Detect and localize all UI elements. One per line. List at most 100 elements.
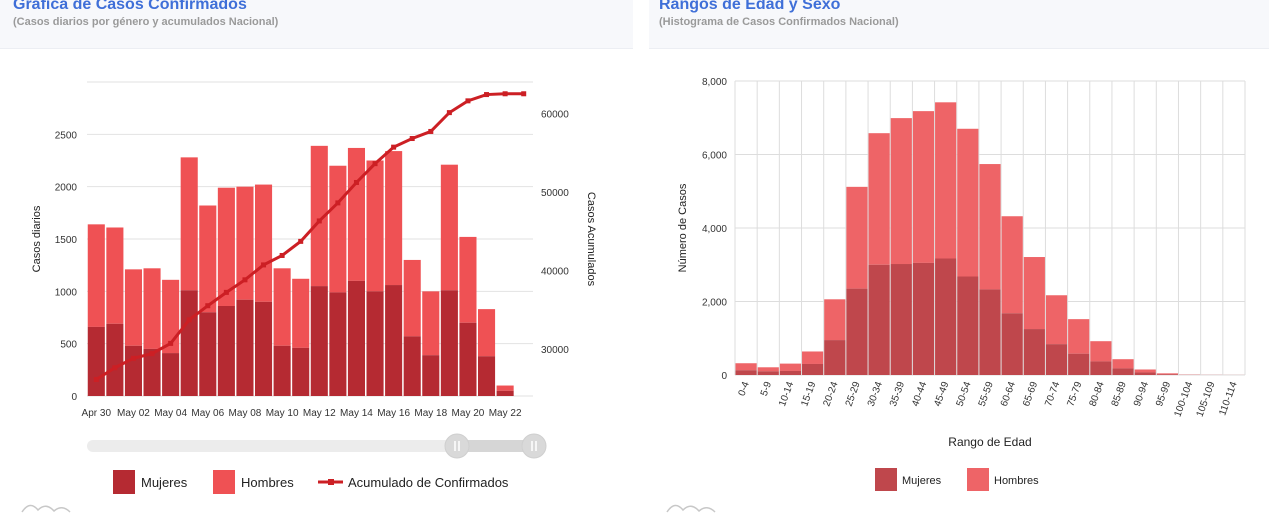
y-right-axis-title: Casos Acumulados (585, 192, 597, 287)
panel-title: Gráfica de Casos Confirmados (13, 0, 247, 13)
cumulative-point (186, 317, 192, 323)
bar-mujeres (779, 370, 802, 375)
bar-mujeres (1023, 329, 1045, 375)
x-tick-label: May 04 (154, 408, 187, 419)
bar-hombres (310, 145, 328, 287)
cumulative-point (409, 136, 415, 142)
cumulative-point (372, 161, 378, 167)
x-tick-label: May 02 (117, 408, 150, 419)
x-tick-label: 15-19 (799, 380, 818, 408)
y-axis-title: Casos diarios (31, 205, 43, 272)
range-slider-handle[interactable] (521, 433, 547, 459)
y-tick-label: 0 (721, 371, 727, 382)
panel-header: Rangos de Edad y Sexo (Histograma de Cas… (649, 0, 1269, 49)
legend-item[interactable]: Hombres (213, 470, 294, 494)
cumulative-point (112, 365, 118, 371)
x-tick-label: 10-14 (777, 380, 796, 408)
legend-item[interactable]: Mujeres (875, 468, 942, 491)
x-tick-label: 20-24 (822, 380, 841, 408)
age-histogram-chart: 0 2,000 4,000 6,000 8,000 0-4 5-9 10-14 15-19 20-… (677, 77, 1246, 491)
bar-mujeres (255, 301, 273, 396)
y-tick-label: 0 (71, 392, 77, 403)
bar-hombres (255, 184, 273, 302)
bar-mujeres (957, 276, 979, 375)
y-tick-label: 2000 (55, 183, 78, 194)
bar-mujeres (366, 291, 384, 396)
range-slider-handle[interactable] (444, 433, 470, 459)
bar-hombres (957, 128, 979, 277)
cumulative-line (95, 92, 524, 381)
x-tick-label: 25-29 (844, 380, 863, 408)
cumulative-point (484, 92, 490, 98)
age-histogram-panel: Rangos de Edad y Sexo (Histograma de Cas… (649, 0, 1269, 514)
x-tick-label: May 14 (340, 408, 373, 419)
cumulative-point (279, 252, 285, 258)
bar-hombres (459, 236, 477, 323)
bar-hombres (217, 187, 235, 306)
bar-mujeres (403, 336, 421, 396)
bar-hombres (824, 299, 846, 341)
bar-hombres (162, 279, 180, 354)
bar-hombres (366, 160, 384, 292)
bar-hombres (403, 259, 421, 337)
bar-mujeres (1045, 344, 1068, 375)
x-tick-label: Apr 30 (82, 408, 112, 419)
bar-hombres (180, 157, 198, 291)
x-tick-label: 75-79 (1065, 380, 1084, 408)
bar-hombres (143, 268, 161, 349)
bar-hombres (757, 367, 779, 372)
legend-swatch (875, 468, 897, 491)
x-tick-label: 60-64 (999, 380, 1018, 408)
x-tick-label: May 08 (229, 408, 262, 419)
cumulative-point (93, 377, 99, 383)
cumulative-point (316, 218, 322, 224)
bar-mujeres (87, 326, 105, 396)
cumulative-point (223, 289, 229, 295)
bar-mujeres (1156, 374, 1178, 375)
panel-subtitle: (Histograma de Casos Confirmados Naciona… (659, 16, 899, 28)
bar-hombres (1134, 369, 1156, 373)
bar-hombres (979, 164, 1001, 290)
bar-hombres (87, 224, 105, 327)
footer-logo-icon (21, 504, 71, 513)
legend-item[interactable]: Acumulado de Confirmados (318, 475, 509, 490)
daily-cases-chart: 0 500 1000 1500 2000 2500 30000 40000 50000 60000… (31, 81, 597, 494)
bar-mujeres (1068, 353, 1090, 375)
x-tick-label: 30-34 (866, 380, 885, 408)
cumulative-point (242, 277, 248, 283)
bar-mujeres (217, 305, 235, 396)
legend-item[interactable]: Hombres (967, 468, 1039, 491)
bar-hombres (385, 151, 403, 286)
legend-label: Mujeres (902, 475, 942, 487)
y-right-tick-label: 30000 (541, 345, 569, 356)
range-slider-track (87, 440, 545, 452)
bar-hombres (106, 227, 124, 324)
bar-mujeres (440, 290, 458, 396)
x-tick-label: 55-59 (977, 380, 996, 408)
bar-hombres (779, 363, 802, 371)
bar-hombres (1090, 341, 1112, 362)
x-tick-label: 80-84 (1088, 380, 1107, 408)
legend-item[interactable]: Mujeres (113, 470, 188, 494)
bar-mujeres (143, 348, 161, 396)
x-tick-label: 5-9 (759, 380, 774, 398)
bar-mujeres (478, 356, 496, 396)
bar-hombres (846, 186, 868, 289)
legend: Mujeres Hombres (875, 468, 1039, 491)
cumulative-point (149, 351, 155, 357)
bar-hombres (124, 269, 142, 346)
cumulative-point (428, 128, 434, 134)
bar-hombres (912, 111, 935, 263)
range-slider[interactable] (87, 433, 547, 459)
bar-mujeres (868, 264, 890, 375)
x-tick-label: 85-89 (1110, 380, 1129, 408)
bar-mujeres (1112, 368, 1134, 375)
legend-label: Hombres (241, 475, 294, 490)
bar-hombres (735, 363, 757, 371)
cumulative-point (130, 355, 136, 361)
bar-mujeres (802, 363, 824, 375)
range-slider-selection (457, 440, 534, 452)
x-tick-label: May 12 (303, 408, 336, 419)
x-tick-label: 35-39 (888, 380, 907, 408)
cumulative-point (391, 144, 397, 150)
